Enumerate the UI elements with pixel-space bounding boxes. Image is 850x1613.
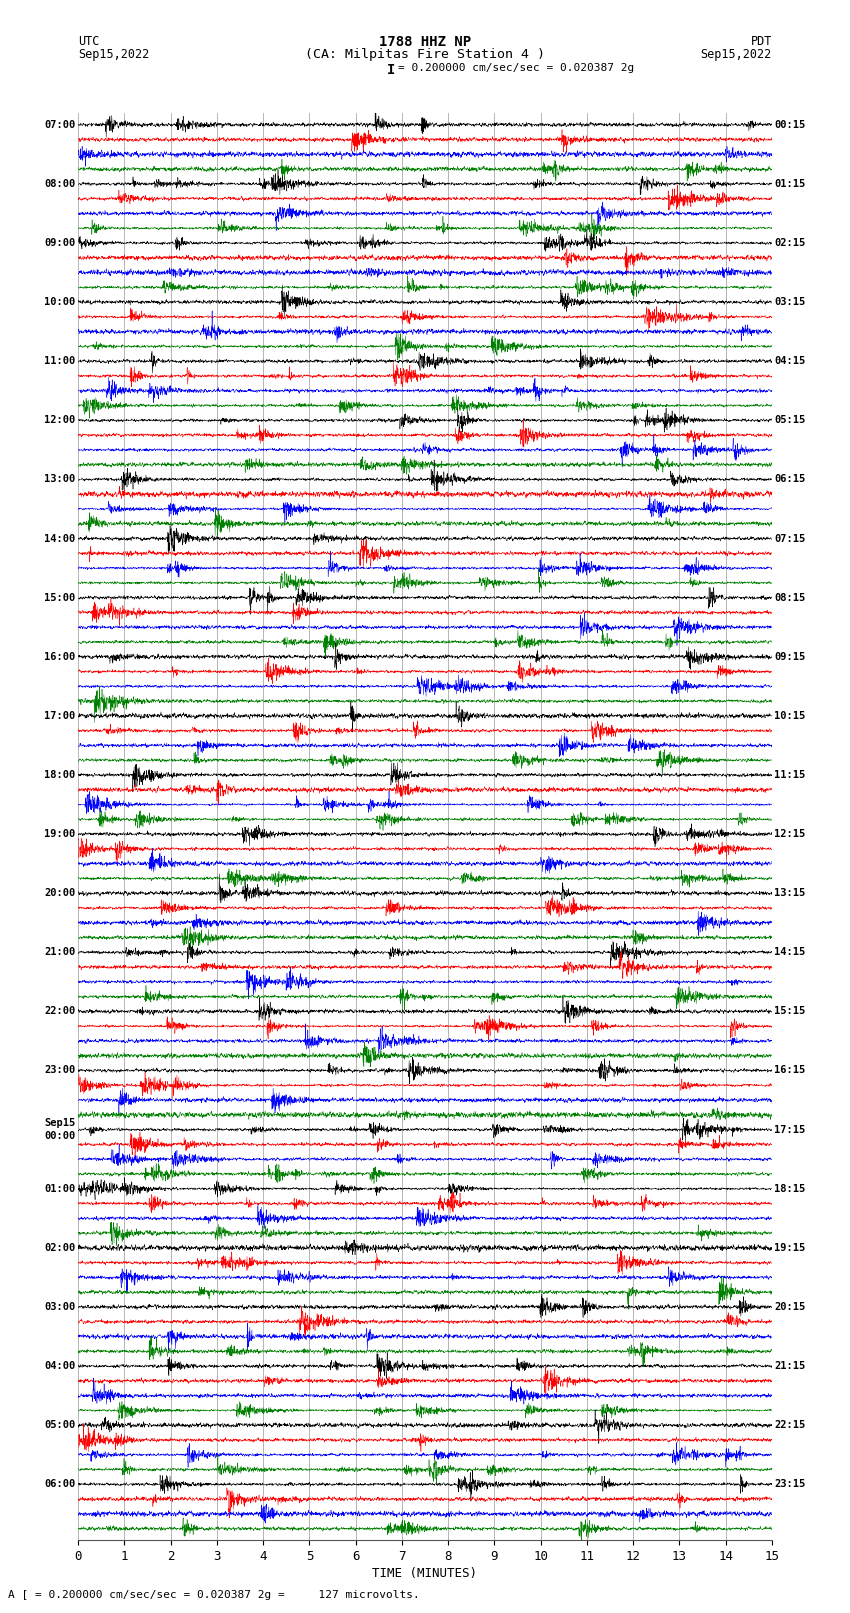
Text: 03:00: 03:00	[44, 1302, 76, 1311]
Text: 09:00: 09:00	[44, 239, 76, 248]
Text: 06:00: 06:00	[44, 1479, 76, 1489]
Text: 19:15: 19:15	[774, 1244, 806, 1253]
Text: 17:15: 17:15	[774, 1124, 806, 1134]
Text: (CA: Milpitas Fire Station 4 ): (CA: Milpitas Fire Station 4 )	[305, 48, 545, 61]
Text: A [ = 0.200000 cm/sec/sec = 0.020387 2g =     127 microvolts.: A [ = 0.200000 cm/sec/sec = 0.020387 2g …	[8, 1590, 420, 1600]
Text: 02:00: 02:00	[44, 1244, 76, 1253]
Text: UTC: UTC	[78, 35, 99, 48]
Text: 15:15: 15:15	[774, 1007, 806, 1016]
Text: 23:15: 23:15	[774, 1479, 806, 1489]
Text: 18:15: 18:15	[774, 1184, 806, 1194]
Text: I: I	[387, 63, 395, 77]
Text: 05:15: 05:15	[774, 415, 806, 426]
Text: 05:00: 05:00	[44, 1419, 76, 1431]
Text: 21:00: 21:00	[44, 947, 76, 957]
Text: 17:00: 17:00	[44, 711, 76, 721]
Text: 04:15: 04:15	[774, 356, 806, 366]
Text: Sep15: Sep15	[44, 1118, 76, 1127]
Text: 02:15: 02:15	[774, 239, 806, 248]
Text: 16:00: 16:00	[44, 652, 76, 661]
Text: 23:00: 23:00	[44, 1066, 76, 1076]
Text: 20:15: 20:15	[774, 1302, 806, 1311]
Text: 12:15: 12:15	[774, 829, 806, 839]
Text: = 0.200000 cm/sec/sec = 0.020387 2g: = 0.200000 cm/sec/sec = 0.020387 2g	[398, 63, 634, 73]
Text: 08:15: 08:15	[774, 592, 806, 603]
Text: 07:00: 07:00	[44, 119, 76, 129]
Text: Sep15,2022: Sep15,2022	[78, 48, 150, 61]
Text: 14:00: 14:00	[44, 534, 76, 544]
Text: 10:00: 10:00	[44, 297, 76, 306]
Text: 12:00: 12:00	[44, 415, 76, 426]
Text: 16:15: 16:15	[774, 1066, 806, 1076]
Text: 07:15: 07:15	[774, 534, 806, 544]
Text: 21:15: 21:15	[774, 1361, 806, 1371]
Text: 10:15: 10:15	[774, 711, 806, 721]
Text: 00:15: 00:15	[774, 119, 806, 129]
Text: 03:15: 03:15	[774, 297, 806, 306]
Text: 11:15: 11:15	[774, 769, 806, 781]
Text: 13:00: 13:00	[44, 474, 76, 484]
Text: PDT: PDT	[751, 35, 772, 48]
Text: 11:00: 11:00	[44, 356, 76, 366]
Text: 08:00: 08:00	[44, 179, 76, 189]
Text: 01:15: 01:15	[774, 179, 806, 189]
Text: 13:15: 13:15	[774, 889, 806, 898]
Text: 09:15: 09:15	[774, 652, 806, 661]
Text: 15:00: 15:00	[44, 592, 76, 603]
Text: 20:00: 20:00	[44, 889, 76, 898]
Text: 22:00: 22:00	[44, 1007, 76, 1016]
Text: 18:00: 18:00	[44, 769, 76, 781]
Text: 14:15: 14:15	[774, 947, 806, 957]
Text: 01:00: 01:00	[44, 1184, 76, 1194]
Text: 1788 HHZ NP: 1788 HHZ NP	[379, 35, 471, 50]
Text: 19:00: 19:00	[44, 829, 76, 839]
Text: 00:00: 00:00	[44, 1131, 76, 1140]
Text: 22:15: 22:15	[774, 1419, 806, 1431]
X-axis label: TIME (MINUTES): TIME (MINUTES)	[372, 1568, 478, 1581]
Text: Sep15,2022: Sep15,2022	[700, 48, 772, 61]
Text: 06:15: 06:15	[774, 474, 806, 484]
Text: 04:00: 04:00	[44, 1361, 76, 1371]
